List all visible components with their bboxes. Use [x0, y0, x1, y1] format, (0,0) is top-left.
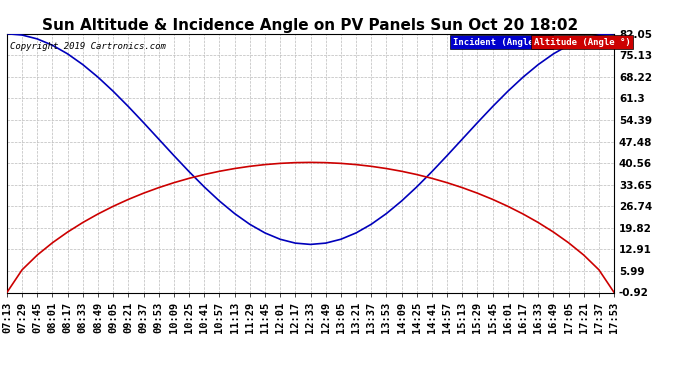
Text: Copyright 2019 Cartronics.com: Copyright 2019 Cartronics.com [10, 42, 166, 51]
Title: Sun Altitude & Incidence Angle on PV Panels Sun Oct 20 18:02: Sun Altitude & Incidence Angle on PV Pan… [42, 18, 579, 33]
Text: Incident (Angle °): Incident (Angle °) [453, 38, 550, 46]
Text: Altitude (Angle °): Altitude (Angle °) [534, 38, 631, 46]
